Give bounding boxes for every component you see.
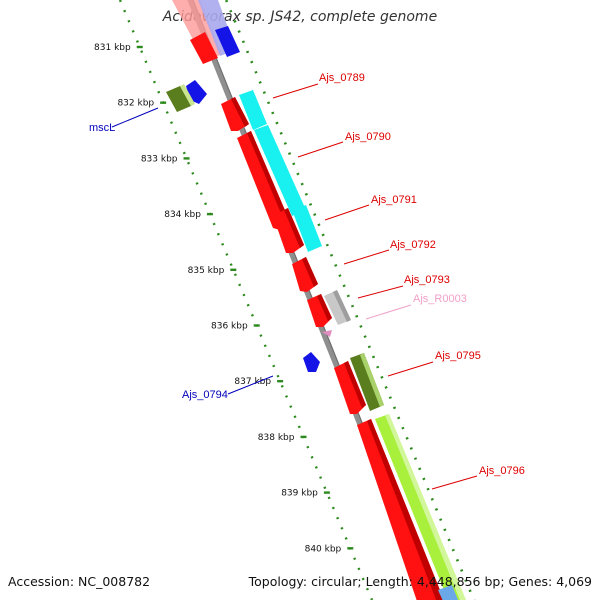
mscl-cog (166, 86, 191, 112)
gene-label[interactable]: Ajs_0796 (479, 465, 525, 477)
leader-layer (111, 83, 478, 490)
mscl-cog-shade (180, 84, 195, 106)
label-leader-line (365, 304, 412, 320)
kbp-tick-label: 831 kbp (94, 43, 131, 53)
kbp-tick-label: 836 kbp (211, 322, 248, 332)
gene-label[interactable]: Ajs_0791 (371, 194, 417, 206)
gene-label[interactable]: Ajs_0793 (404, 274, 450, 286)
cds-ajs-0789 (221, 97, 249, 131)
label-leader-line (324, 204, 370, 221)
outer-tick-track (224, 0, 476, 600)
cog-ajs-0790 (254, 125, 306, 216)
kbp-tick-label: 840 kbp (305, 544, 342, 554)
kbp-tick-label: 832 kbp (117, 99, 154, 109)
kbp-tick-label: 835 kbp (188, 266, 225, 276)
cds-arrow (190, 32, 218, 64)
gene-label[interactable]: Ajs_0795 (435, 350, 481, 362)
cds-ajs-0796-shade (367, 419, 444, 600)
gene-label[interactable]: Ajs_0789 (319, 72, 365, 84)
accession-label: Accession: NC_008782 (8, 574, 151, 589)
cds-ajs-0792 (292, 257, 318, 292)
map-title: Acidovorax sp. JS42, complete genome (162, 9, 438, 25)
cog-ajs-0795 (350, 353, 384, 411)
gene-label[interactable]: Ajs_R0003 (413, 293, 467, 305)
cds-ajs-0795 (334, 361, 366, 414)
label-leader-line (297, 141, 344, 158)
rna-ajs-r0003 (324, 290, 351, 325)
gene-label[interactable]: Ajs_0790 (345, 131, 391, 143)
cds-arrow-minus (215, 26, 240, 57)
label-leader-line (111, 107, 159, 128)
cds-ajs-0789-shade (231, 97, 249, 127)
cds-ajs-0791-shade (284, 208, 304, 248)
kbp-tick-label: 833 kbp (141, 154, 178, 164)
rna-marker (322, 330, 332, 337)
cds-ajs-0793-shade (317, 294, 332, 321)
kbp-tick-label: 839 kbp (281, 489, 318, 499)
cog-ajs-0796-shade (385, 414, 466, 600)
label-layer: Ajs_0789 Ajs_0790 Ajs_0791 Ajs_0792 Ajs_0793… (89, 72, 525, 477)
cds-ajs-0792-shade (302, 257, 318, 287)
cds-ajs-0795-shade (344, 361, 366, 408)
cds-arrow-minus (438, 585, 458, 600)
feature-layer (166, 0, 466, 600)
kbp-tick-label: 837 kbp (234, 377, 271, 387)
label-leader-line (272, 83, 319, 99)
gene-label[interactable]: Ajs_0792 (390, 239, 436, 251)
cog-ajs-0795-shade (360, 353, 384, 407)
label-leader-line (343, 249, 390, 265)
gene-label[interactable]: mscL (89, 122, 115, 134)
label-leader-line (431, 475, 478, 490)
cds-ajs-0793 (307, 294, 332, 327)
topology-label: Topology: circular; Length: 4,448,856 bp… (248, 574, 592, 589)
cog-ajs-0791 (292, 205, 322, 252)
cds-ajs-0791 (273, 208, 304, 253)
kbp-tick-label: 834 kbp (164, 210, 201, 220)
label-leader-line (357, 285, 404, 299)
rna-ajs-r0003-shade (333, 290, 351, 322)
cds-ajs-0790-shade (247, 131, 290, 225)
tick-layer: 831 kbp 832 kbp 833 kbp 834 kbp 835 kbp 836 k… (94, 0, 476, 600)
cog-ajs-0789 (239, 90, 267, 130)
label-leader-line (387, 361, 434, 377)
cds-ajs-0794 (303, 352, 320, 372)
gene-label[interactable]: Ajs_0794 (182, 389, 228, 401)
label-leader-line (227, 375, 274, 395)
kbp-tick-label: 838 kbp (258, 433, 295, 443)
cds-ajs-0790 (237, 131, 290, 230)
